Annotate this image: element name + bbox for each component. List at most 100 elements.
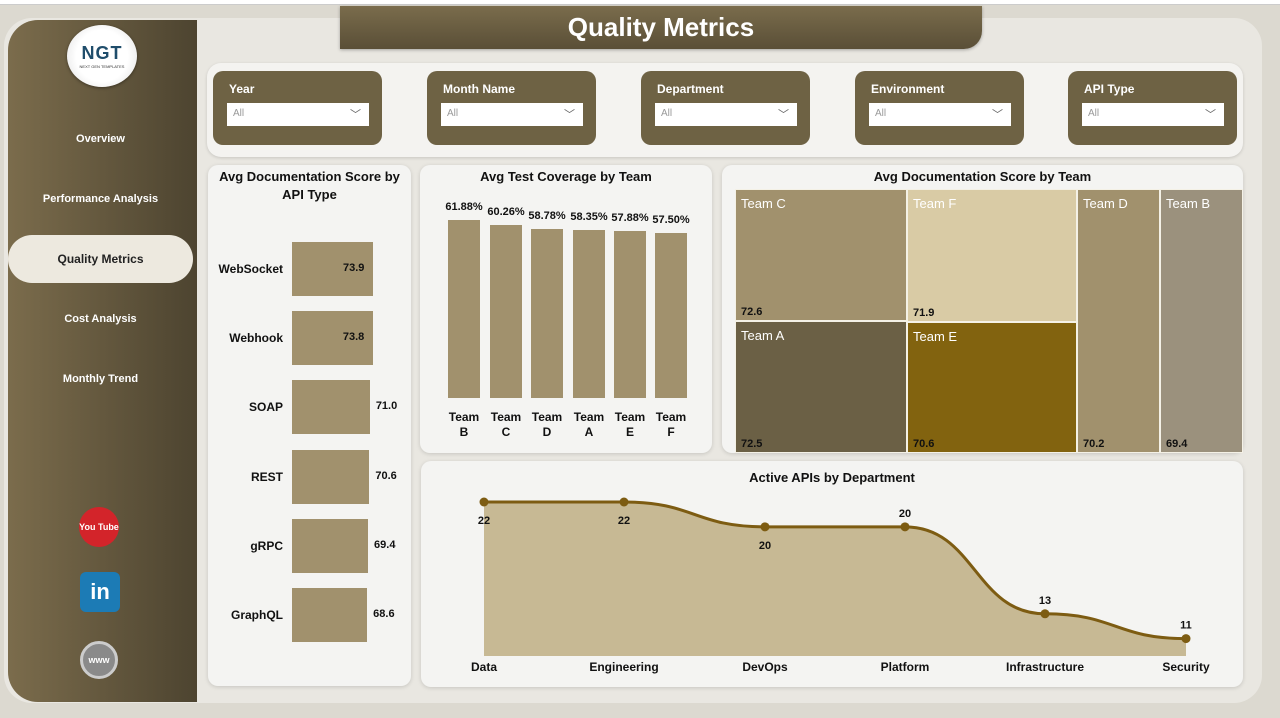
bar-data-label: 69.4	[374, 538, 396, 551]
bar-category-label: Team C	[486, 410, 526, 440]
dropdown-value: All	[875, 108, 887, 119]
chart-title: Avg Documentation Score by API Type	[219, 169, 400, 202]
bar[interactable]	[614, 231, 646, 398]
category-line: E	[625, 425, 634, 439]
bar-category-label: WebSocket	[218, 262, 283, 276]
data-label: 20	[759, 540, 771, 552]
filter-dropdown[interactable]: All ﹀	[1082, 103, 1224, 126]
dropdown-value: All	[661, 108, 673, 119]
bar[interactable]	[531, 228, 563, 398]
chevron-down-icon[interactable]: ﹀	[992, 109, 1003, 121]
sidebar-item-quality-metrics[interactable]: Quality Metrics	[8, 235, 193, 283]
bar[interactable]	[292, 380, 370, 435]
tile-name: Team A	[741, 328, 785, 343]
filter-label: Environment	[871, 82, 945, 96]
bar[interactable]	[490, 224, 522, 398]
bar-category-label: Team A	[569, 410, 609, 440]
x-axis-label: Infrastructure	[1006, 660, 1084, 674]
treemap-tile-team-f[interactable]: Team F 71.9	[907, 189, 1077, 322]
filter-api-type: API Type All ﹀	[1068, 71, 1237, 145]
bar[interactable]	[292, 588, 368, 642]
category-line: Team	[573, 410, 605, 424]
data-label: 13	[1039, 595, 1051, 607]
series-line	[484, 500, 1187, 641]
chevron-down-icon[interactable]: ﹀	[778, 109, 789, 121]
bar-category-label: Team D	[527, 410, 567, 440]
chart-title: Avg Documentation Score by Team	[873, 169, 1092, 184]
bar[interactable]	[292, 518, 369, 573]
dropdown-value: All	[447, 108, 459, 119]
data-point[interactable]	[619, 497, 629, 507]
bar-category-label: GraphQL	[230, 608, 283, 622]
bar-category-label: Webhook	[229, 331, 283, 346]
logo-text: NGT	[81, 43, 123, 63]
sidebar-item-performance-analysis[interactable]: Performance Analysis	[42, 193, 159, 205]
bar[interactable]	[292, 242, 373, 296]
chart-title: Avg Test Coverage by Team	[480, 169, 652, 184]
category-line: D	[542, 425, 552, 439]
chevron-down-icon[interactable]: ﹀	[1205, 109, 1216, 121]
bar[interactable]	[448, 219, 480, 398]
sidebar-item-cost-analysis[interactable]: Cost Analysis	[64, 313, 137, 325]
bar-category-label: Team F	[651, 410, 691, 440]
data-point[interactable]	[1181, 634, 1191, 644]
bar-data-label: 73.8	[342, 331, 365, 344]
category-line: B	[459, 425, 469, 439]
bar-category-label: Team E	[610, 410, 650, 440]
x-axis-label: Engineering	[589, 660, 658, 674]
tile-name: Team F	[913, 196, 957, 211]
treemap-tile-team-b[interactable]: Team B 69.4	[1160, 189, 1243, 453]
treemap-tile-team-d[interactable]: Team D 70.2	[1077, 189, 1160, 453]
category-line: Team	[448, 410, 480, 424]
chevron-down-icon[interactable]: ﹀	[564, 109, 575, 121]
filter-dropdown[interactable]: All ﹀	[441, 103, 583, 126]
data-point[interactable]	[760, 522, 770, 532]
x-axis-label: Platform	[881, 660, 930, 674]
bar-data-label: 60.26%	[487, 205, 525, 218]
filter-dropdown[interactable]: All ﹀	[227, 103, 369, 126]
page-title: Quality Metrics	[340, 6, 982, 49]
logo-subtext: NEXT GEN TEMPLATES	[79, 64, 125, 69]
bar[interactable]	[573, 230, 605, 398]
dropdown-value: All	[1088, 108, 1100, 119]
filter-label: Department	[657, 82, 724, 96]
treemap-tile-team-a[interactable]: Team A 72.5	[735, 321, 907, 453]
bar[interactable]	[655, 232, 687, 398]
globe-icon[interactable]: www	[80, 641, 118, 679]
category-line: Team	[655, 410, 687, 424]
treemap-tile-team-c[interactable]: Team C 72.6	[735, 189, 907, 321]
bar[interactable]	[292, 311, 373, 366]
chevron-down-icon[interactable]: ﹀	[350, 109, 361, 121]
data-label: 20	[899, 508, 911, 520]
filter-dropdown[interactable]: All ﹀	[655, 103, 797, 126]
filter-label: API Type	[1084, 82, 1135, 96]
category-line: A	[584, 425, 594, 439]
filter-dropdown[interactable]: All ﹀	[869, 103, 1011, 126]
tile-name: Team E	[913, 329, 958, 344]
category-line: Team	[490, 410, 522, 424]
sidebar-item-monthly-trend[interactable]: Monthly Trend	[62, 373, 139, 385]
treemap-tile-team-e[interactable]: Team E 70.6	[907, 322, 1077, 453]
filter-environment: Environment All ﹀	[855, 71, 1024, 145]
ribbon-strip	[0, 0, 1280, 5]
category-line: Team	[614, 410, 646, 424]
bar-data-label: 73.9	[342, 262, 365, 274]
data-label: 22	[478, 515, 490, 527]
filter-year: Year All ﹀	[213, 71, 382, 145]
area-fill	[484, 502, 1186, 656]
x-axis-label: Security	[1162, 660, 1210, 674]
tile-name: Team B	[1166, 196, 1211, 211]
tile-value: 71.9	[913, 307, 935, 319]
bar-category-label: SOAP	[248, 400, 283, 415]
data-point[interactable]	[900, 522, 910, 532]
data-label: 11	[1180, 620, 1192, 632]
category-line: F	[667, 425, 675, 439]
data-point[interactable]	[1040, 609, 1050, 619]
bar[interactable]	[292, 449, 370, 504]
youtube-icon[interactable]: You Tube	[79, 507, 119, 547]
bar-data-label: 58.35%	[570, 211, 608, 224]
category-line: Team	[531, 410, 563, 424]
data-point[interactable]	[479, 497, 489, 507]
sidebar-item-overview[interactable]: Overview	[76, 133, 125, 145]
linkedin-icon[interactable]: in	[80, 572, 120, 612]
